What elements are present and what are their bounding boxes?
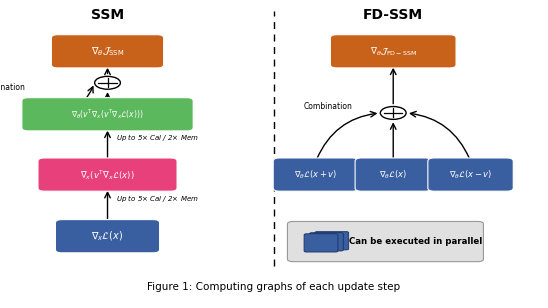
Circle shape <box>95 76 121 89</box>
FancyBboxPatch shape <box>355 158 431 191</box>
Text: $\nabla_\theta \mathcal{L}(x+v)$: $\nabla_\theta \mathcal{L}(x+v)$ <box>294 168 338 181</box>
Text: FD-SSM: FD-SSM <box>363 8 423 22</box>
Text: Up to 5$\times$ Cal / 2$\times$ Mem: Up to 5$\times$ Cal / 2$\times$ Mem <box>116 193 198 204</box>
Text: Combination: Combination <box>304 102 353 111</box>
Text: $\nabla_x \mathcal{L}(x)$: $\nabla_x \mathcal{L}(x)$ <box>92 229 124 243</box>
Circle shape <box>380 107 406 120</box>
FancyBboxPatch shape <box>310 233 343 251</box>
FancyBboxPatch shape <box>22 98 193 131</box>
Text: $\nabla_\theta \mathcal{J}_\mathrm{FD-SSM}$: $\nabla_\theta \mathcal{J}_\mathrm{FD-SS… <box>370 45 417 58</box>
FancyBboxPatch shape <box>330 35 456 68</box>
Text: SSM: SSM <box>91 8 124 22</box>
FancyBboxPatch shape <box>304 234 338 252</box>
FancyBboxPatch shape <box>315 232 349 250</box>
Text: Can be executed in parallel: Can be executed in parallel <box>349 237 482 246</box>
Text: $\nabla_\theta \mathcal{L}(x-v)$: $\nabla_\theta \mathcal{L}(x-v)$ <box>449 168 492 181</box>
FancyBboxPatch shape <box>428 158 513 191</box>
FancyBboxPatch shape <box>273 158 358 191</box>
FancyBboxPatch shape <box>287 221 483 262</box>
Text: Up to 5$\times$ Cal / 2$\times$ Mem: Up to 5$\times$ Cal / 2$\times$ Mem <box>116 132 198 143</box>
FancyBboxPatch shape <box>55 220 159 253</box>
Text: $\nabla_x(v^\mathrm{T}\nabla_x \mathcal{L}(x))$: $\nabla_x(v^\mathrm{T}\nabla_x \mathcal{… <box>80 168 135 181</box>
Text: $\nabla_\theta \mathcal{L}(x)$: $\nabla_\theta \mathcal{L}(x)$ <box>379 168 407 181</box>
Text: Figure 1: Computing graphs of each update step: Figure 1: Computing graphs of each updat… <box>147 282 401 292</box>
FancyBboxPatch shape <box>52 35 164 68</box>
Text: $\nabla_\theta(v^\mathrm{T}\nabla_x(v^\mathrm{T}\nabla_x \mathcal{L}(x)))$: $\nabla_\theta(v^\mathrm{T}\nabla_x(v^\m… <box>71 107 144 121</box>
FancyBboxPatch shape <box>38 158 177 191</box>
Text: Combination: Combination <box>0 83 26 92</box>
Text: $\nabla_\theta \mathcal{J}_\mathrm{SSM}$: $\nabla_\theta \mathcal{J}_\mathrm{SSM}$ <box>91 45 124 58</box>
